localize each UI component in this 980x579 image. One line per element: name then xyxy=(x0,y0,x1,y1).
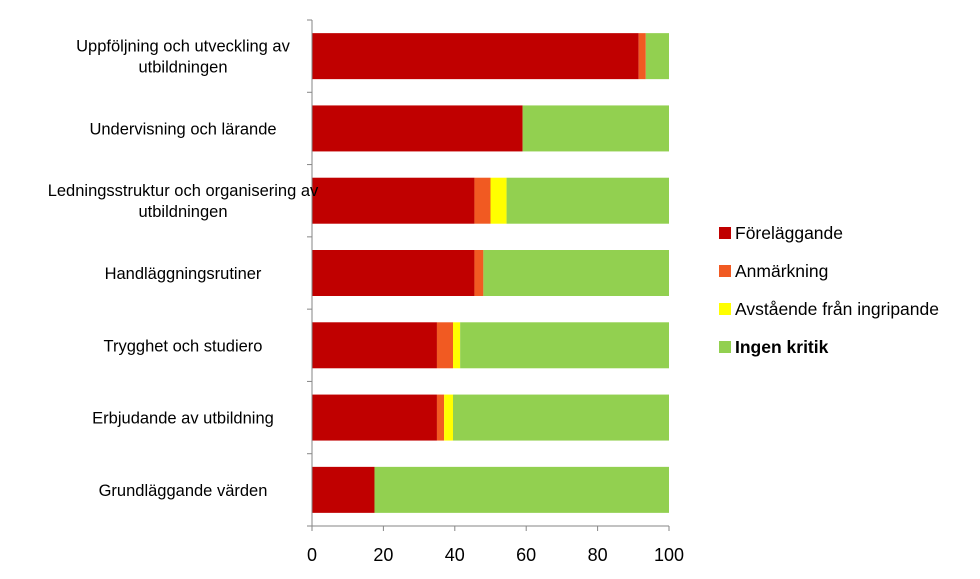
bar-segment-anmärkning-5 xyxy=(436,394,445,441)
bar-segment-ingen-kritik-1 xyxy=(522,105,669,152)
x-tick-label-3: 60 xyxy=(516,545,536,565)
bar-segment-ingen-kritik-0 xyxy=(645,33,669,80)
bar-segment-ingen-kritik-4 xyxy=(460,322,669,369)
legend-swatch-2 xyxy=(719,303,731,315)
legend-swatch-1 xyxy=(719,265,731,277)
bar-segment-anmärkning-3 xyxy=(474,250,484,296)
category-label-4: Trygghet och studiero xyxy=(104,337,263,355)
bar-segment-ingen-kritik-5 xyxy=(453,394,669,441)
category-label-1: Undervisning och lärande xyxy=(89,120,276,138)
legend-swatch-0 xyxy=(719,227,731,239)
category-label-2: Ledningsstruktur och organisering av utbi… xyxy=(48,182,319,221)
x-tick-label-0: 0 xyxy=(307,545,317,565)
bar-segment-föreläggande-2 xyxy=(312,177,475,224)
x-tick-label-5: 100 xyxy=(654,545,684,565)
category-labels: Uppföljning och utveckling av utbildninge… xyxy=(48,38,319,500)
bar-segment-föreläggande-3 xyxy=(312,250,475,296)
bar-segment-anmärkning-2 xyxy=(474,177,491,224)
bar-segment-avstående-från-ingripande-2 xyxy=(490,177,507,224)
axes-group xyxy=(307,19,670,531)
bar-segment-ingen-kritik-3 xyxy=(483,250,669,296)
bar-segment-anmärkning-0 xyxy=(638,33,646,80)
x-tick-label-1: 20 xyxy=(373,545,393,565)
legend-label-0: Föreläggande xyxy=(735,223,843,243)
bar-segment-föreläggande-1 xyxy=(312,105,523,152)
x-tick-label-2: 40 xyxy=(445,545,465,565)
x-tick-label-4: 80 xyxy=(588,545,608,565)
category-label-3: Handläggningsrutiner xyxy=(105,265,262,283)
legend-label-2: Avstående från ingripande xyxy=(735,299,939,319)
legend-swatch-3 xyxy=(719,341,731,353)
bar-segment-föreläggande-4 xyxy=(312,322,437,369)
legend-label-1: Anmärkning xyxy=(735,261,828,281)
bar-segment-ingen-kritik-2 xyxy=(506,177,669,224)
bar-segment-föreläggande-5 xyxy=(312,394,437,441)
bars-group xyxy=(312,33,669,513)
x-tick-labels: 0 20 40 60 80 100 xyxy=(307,545,684,565)
bar-segment-ingen-kritik-6 xyxy=(374,466,669,513)
legend: Föreläggande Anmärkning Avstående från ing… xyxy=(719,223,939,357)
category-label-5: Erbjudande av utbildning xyxy=(92,410,274,428)
bar-segment-föreläggande-0 xyxy=(312,33,639,80)
bar-segment-avstående-från-ingripande-4 xyxy=(453,322,461,369)
bar-segment-avstående-från-ingripande-5 xyxy=(444,394,454,441)
bar-segment-föreläggande-6 xyxy=(312,466,375,513)
category-label-6: Grundläggande värden xyxy=(99,482,268,500)
bar-segment-anmärkning-4 xyxy=(436,322,454,369)
legend-label-3: Ingen kritik xyxy=(735,337,829,357)
category-label-0: Uppföljning och utveckling av utbildninge… xyxy=(76,38,290,77)
